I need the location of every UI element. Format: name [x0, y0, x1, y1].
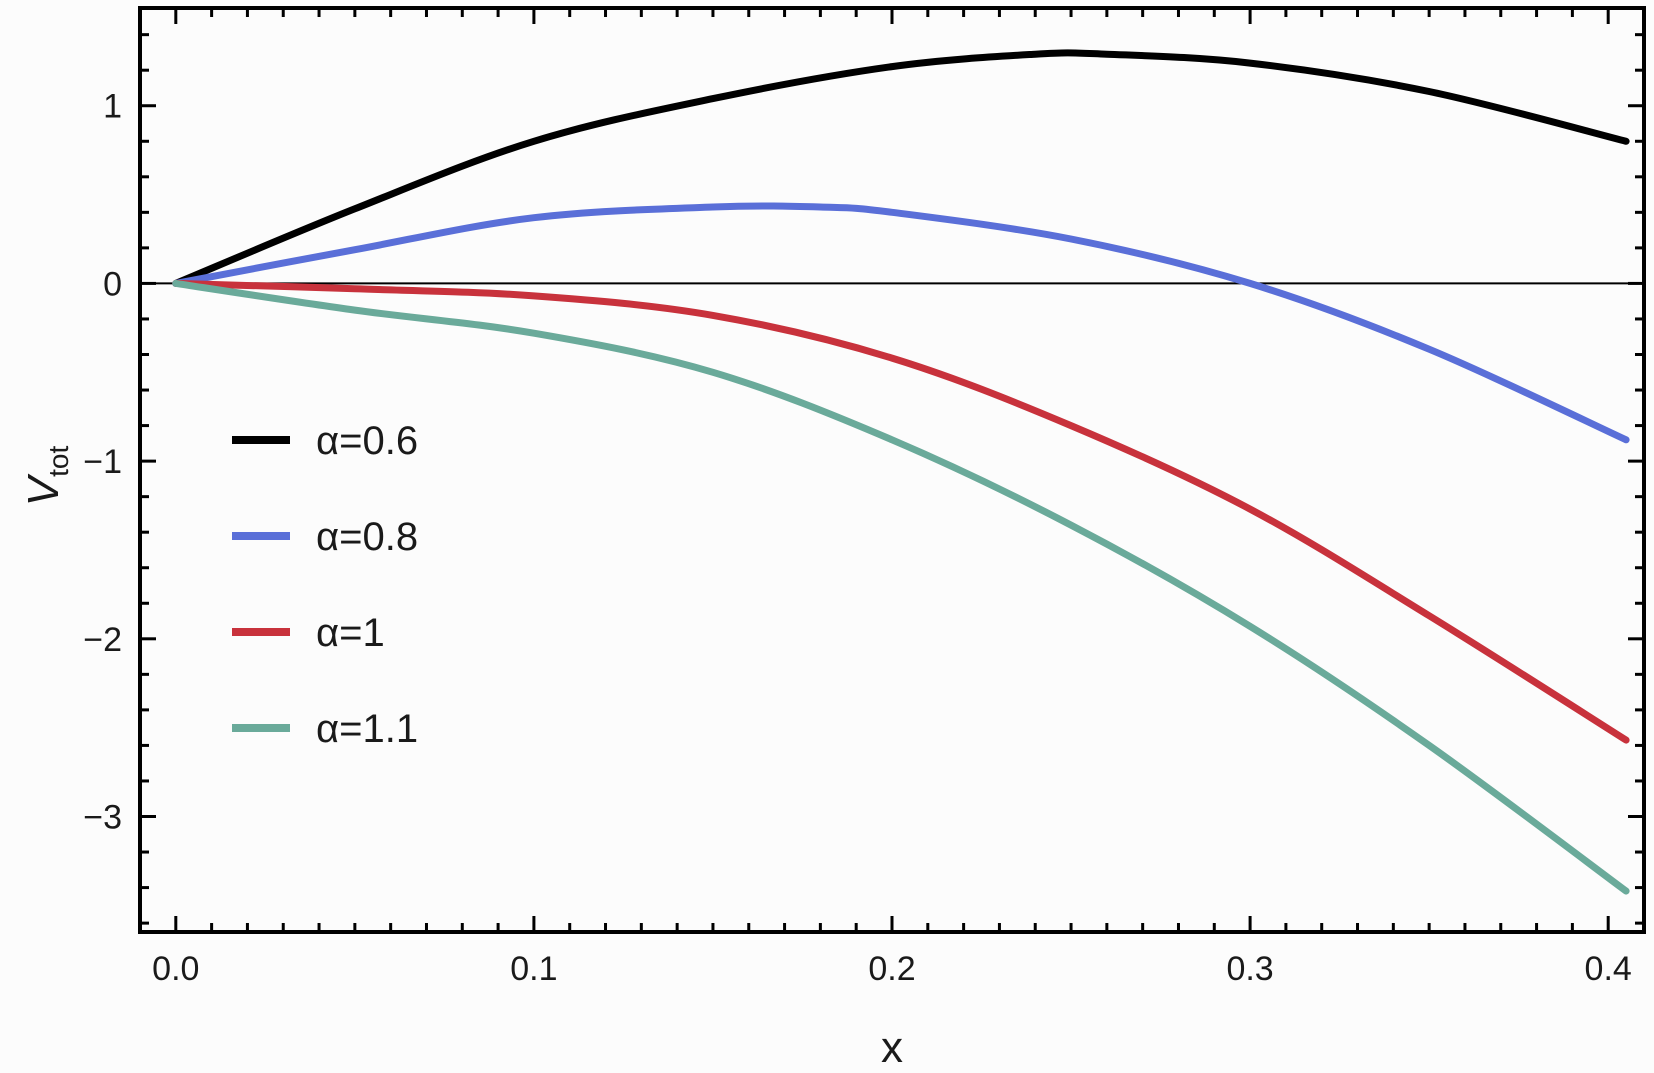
- x-tick-label: 0.4: [1585, 950, 1632, 988]
- legend-item: α=1.1: [232, 707, 418, 751]
- svg-text:Vtot: Vtot: [19, 446, 74, 507]
- legend-item: α=0.6: [232, 419, 418, 463]
- series-line-4: [172, 279, 1630, 895]
- y-tick-label: −2: [83, 621, 122, 659]
- legend: α=0.6 α=0.8 α=1 α=1.1: [232, 419, 418, 751]
- legend-label: α=0.8: [316, 515, 418, 559]
- y-tick-label: 0: [103, 265, 122, 303]
- y-tick-label: −1: [83, 443, 122, 481]
- y-axis-title-subscript: tot: [43, 446, 74, 477]
- x-tick-label: 0.3: [1226, 950, 1273, 988]
- plot-frame: [138, 6, 1646, 934]
- x-tick-label: 0.0: [152, 950, 199, 988]
- y-axis-title: Vtot: [19, 446, 74, 507]
- series-line-1: [172, 49, 1630, 287]
- series-layer: [172, 49, 1630, 895]
- y-tick-label: 1: [103, 88, 122, 126]
- tick-label-layer: 0.0 0.1 0.2 0.3 0.4 1 0 −1 −2 −3: [83, 88, 1632, 988]
- x-tick-label: 0.2: [868, 950, 915, 988]
- y-axis-title-main: V: [19, 473, 68, 506]
- y-tick-label: −3: [83, 799, 122, 837]
- legend-item: α=1: [232, 611, 385, 655]
- legend-item: α=0.8: [232, 515, 418, 559]
- legend-label: α=1.1: [316, 707, 418, 751]
- series-line-2: [172, 202, 1630, 444]
- series-line-3: [172, 279, 1630, 744]
- legend-label: α=0.6: [316, 419, 418, 463]
- legend-label: α=1: [316, 611, 385, 655]
- x-axis-title: x: [881, 1023, 903, 1072]
- x-tick-label: 0.1: [510, 950, 557, 988]
